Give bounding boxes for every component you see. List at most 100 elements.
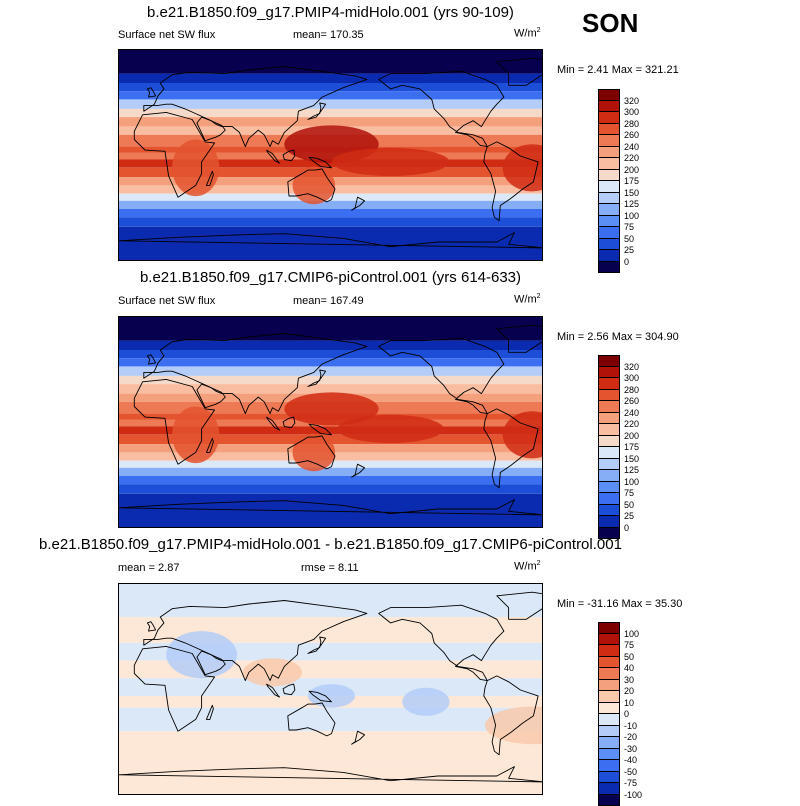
colorbar-tick-label: 0 [624, 523, 629, 533]
colorbar-tick-label: 220 [624, 153, 639, 163]
colorbar-swatch [598, 783, 620, 795]
colorbar-swatch [598, 250, 620, 262]
colorbar-tick-label: -20 [624, 732, 637, 742]
colorbar-swatch [598, 239, 620, 251]
colorbar-swatch [598, 89, 620, 101]
colorbar-swatch [598, 714, 620, 726]
colorbar-swatch [598, 749, 620, 761]
colorbar-swatch [598, 413, 620, 425]
colorbar-tick-label: -10 [624, 721, 637, 731]
colorbar-swatch [598, 470, 620, 482]
colorbar-swatch [598, 193, 620, 205]
colorbar-swatch [598, 401, 620, 413]
colorbar-tick-label: -50 [624, 767, 637, 777]
colorbar-swatch [598, 482, 620, 494]
colorbar-swatch [598, 112, 620, 124]
colorbar-tick-label: 50 [624, 500, 634, 510]
panel-2-minmax: Min = 2.56 Max = 304.90 [557, 331, 679, 343]
colorbar-swatch [598, 378, 620, 390]
colorbar-swatch [598, 657, 620, 669]
colorbar-tick-label: 0 [624, 709, 629, 719]
colorbar-swatch [598, 170, 620, 182]
colorbar-swatch [598, 760, 620, 772]
colorbar-tick-label: 75 [624, 488, 634, 498]
units-base: W/m [514, 561, 537, 573]
colorbar-swatch [598, 726, 620, 738]
colorbar-swatch [598, 668, 620, 680]
colorbar-tick-label: 40 [624, 663, 634, 673]
colorbar-tick-label: 75 [624, 640, 634, 650]
panel-3-minmax: Min = -31.16 Max = 35.30 [557, 598, 682, 610]
colorbar-tick-label: 50 [624, 652, 634, 662]
units-base: W/m [514, 294, 537, 306]
units-exponent: 2 [537, 560, 541, 567]
colorbar-tick-label: 200 [624, 165, 639, 175]
units-exponent: 2 [537, 293, 541, 300]
colorbar-tick-label: 175 [624, 176, 639, 186]
colorbar-swatch [598, 147, 620, 159]
colorbar-tick-label: 300 [624, 373, 639, 383]
colorbar-swatch [598, 367, 620, 379]
colorbar-swatch [598, 703, 620, 715]
panel-2-map [118, 316, 543, 528]
colorbar-swatch [598, 158, 620, 170]
colorbar-tick-label: 100 [624, 211, 639, 221]
panel-3-center-label: rmse = 8.11 [301, 562, 359, 574]
panel-1-left-label: Surface net SW flux [118, 29, 215, 41]
colorbar-tick-label: 125 [624, 465, 639, 475]
colorbar-tick-label: 150 [624, 454, 639, 464]
colorbar-swatch [598, 493, 620, 505]
colorbar-tick-label: 20 [624, 686, 634, 696]
colorbar-swatch [598, 634, 620, 646]
colorbar-swatch [598, 691, 620, 703]
colorbar-swatch [598, 124, 620, 136]
colorbar-tick-label: -30 [624, 744, 637, 754]
panel-1-title: b.e21.B1850.f09_g17.PMIP4-midHolo.001 (y… [0, 4, 661, 21]
map-svg [119, 317, 543, 528]
colorbar-tick-label: 280 [624, 385, 639, 395]
panel-2-left-label: Surface net SW flux [118, 295, 215, 307]
panel-2-center-label: mean= 167.49 [293, 295, 364, 307]
panel-3-title: b.e21.B1850.f09_g17.PMIP4-midHolo.001 - … [0, 536, 661, 553]
colorbar-swatch [598, 737, 620, 749]
colorbar-swatch [598, 516, 620, 528]
colorbar-swatch [598, 436, 620, 448]
panel-1-units: W/m2 [514, 27, 541, 40]
colorbar-tick-label: 25 [624, 245, 634, 255]
colorbar-tick-label: 10 [624, 698, 634, 708]
colorbar-tick-label: 50 [624, 234, 634, 244]
colorbar-tick-label: 260 [624, 130, 639, 140]
colorbar-tick-label: 260 [624, 396, 639, 406]
colorbar-tick-label: 300 [624, 107, 639, 117]
panel-1-minmax: Min = 2.41 Max = 321.21 [557, 64, 679, 76]
colorbar-tick-label: 100 [624, 477, 639, 487]
colorbar-swatch [598, 216, 620, 228]
map-svg [119, 584, 543, 795]
panel-1-map [118, 49, 543, 261]
colorbar-swatch [598, 680, 620, 692]
colorbar-tick-label: 125 [624, 199, 639, 209]
colorbar-tick-label: 240 [624, 408, 639, 418]
colorbar-tick-label: -100 [624, 790, 642, 800]
panel-3-left-label: mean = 2.87 [118, 562, 179, 574]
colorbar-swatch [598, 227, 620, 239]
colorbar-tick-label: 320 [624, 362, 639, 372]
colorbar-swatch [598, 772, 620, 784]
colorbar-swatch [598, 101, 620, 113]
panel-2-title: b.e21.B1850.f09_g17.CMIP6-piControl.001 … [0, 269, 661, 286]
colorbar-swatch [598, 135, 620, 147]
colorbar-swatch [598, 204, 620, 216]
colorbar-tick-label: 25 [624, 511, 634, 521]
colorbar-swatch [598, 505, 620, 517]
map-svg [119, 50, 543, 261]
colorbar-swatch [598, 795, 620, 806]
colorbar-tick-label: 280 [624, 119, 639, 129]
colorbar-tick-label: 150 [624, 188, 639, 198]
colorbar-swatch [598, 459, 620, 471]
colorbar-tick-label: 100 [624, 629, 639, 639]
colorbar-swatch [598, 424, 620, 436]
colorbar-swatch [598, 355, 620, 367]
